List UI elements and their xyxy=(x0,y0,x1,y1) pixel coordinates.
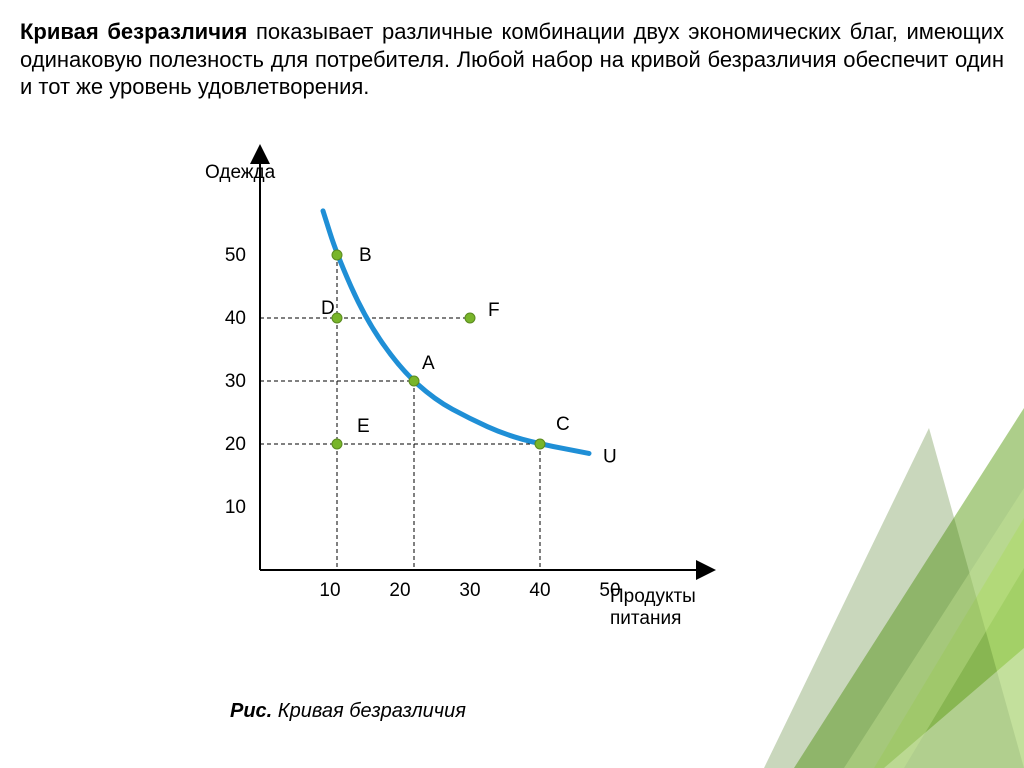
x-axis-label: питания xyxy=(610,608,681,629)
data-point xyxy=(332,439,342,449)
indifference-curve-chart: 10203040501020304050ОдеждаПродуктыпитани… xyxy=(140,140,740,680)
definition-paragraph: Кривая безразличия показывает различные … xyxy=(20,18,1004,101)
y-tick-label: 30 xyxy=(225,371,246,392)
data-point xyxy=(535,439,545,449)
definition-term: Кривая безразличия xyxy=(20,19,247,44)
point-label: F xyxy=(488,300,500,321)
y-tick-label: 40 xyxy=(225,308,246,329)
point-label: B xyxy=(359,245,372,266)
decor-triangle xyxy=(874,518,1024,768)
y-tick-label: 10 xyxy=(225,497,246,518)
data-point xyxy=(409,376,419,386)
figure-caption-text: Кривая безразличия xyxy=(272,700,466,722)
slide-decor xyxy=(704,368,1024,768)
decor-triangle xyxy=(794,408,1024,768)
y-tick-label: 20 xyxy=(225,434,246,455)
curve-label: U xyxy=(603,447,617,468)
data-point xyxy=(332,250,342,260)
figure-caption-prefix: Рис. xyxy=(230,700,272,722)
y-tick-label: 50 xyxy=(225,245,246,266)
point-label: C xyxy=(556,414,570,435)
x-tick-label: 30 xyxy=(459,580,480,601)
x-tick-label: 40 xyxy=(529,580,550,601)
data-point xyxy=(465,313,475,323)
decor-triangle xyxy=(884,648,1024,768)
x-tick-label: 10 xyxy=(319,580,340,601)
decor-triangle xyxy=(764,428,1024,768)
point-label: D xyxy=(321,298,335,319)
decor-triangle xyxy=(844,488,1024,768)
x-axis-label: Продукты xyxy=(610,586,696,607)
x-tick-label: 20 xyxy=(389,580,410,601)
figure-caption: Рис. Кривая безразличия xyxy=(230,700,466,723)
point-label: A xyxy=(422,353,435,374)
point-label: E xyxy=(357,416,370,437)
y-axis-label: Одежда xyxy=(205,162,276,183)
